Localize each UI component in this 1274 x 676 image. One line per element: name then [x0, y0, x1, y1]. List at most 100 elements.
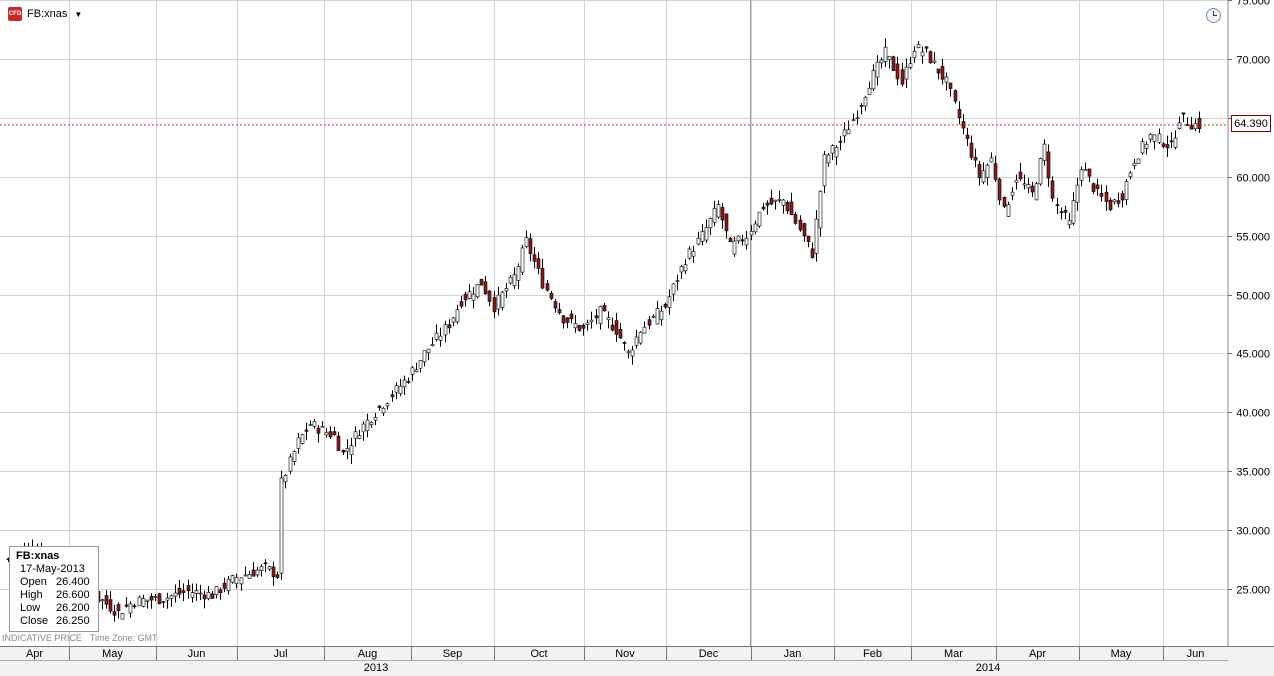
- candle-body: [1181, 112, 1186, 115]
- candle-body: [492, 297, 497, 313]
- candle-body: [757, 211, 762, 227]
- candle-body: [634, 336, 639, 346]
- candle-body: [1046, 151, 1051, 179]
- x-axis: Apr May Jun Jul Aug Sep Oct Nov Dec Jan Feb Mar Apr M…: [26, 646, 1204, 674]
- candle-body: [1055, 204, 1060, 206]
- candle-body: [398, 385, 403, 395]
- candle-body: [802, 223, 807, 237]
- candle-body: [704, 227, 709, 241]
- candle-body: [581, 324, 586, 329]
- candle-body: [214, 586, 219, 595]
- candle-body: [149, 596, 154, 601]
- candle-body: [626, 351, 631, 353]
- candle-body: [1104, 191, 1109, 202]
- candle-body: [891, 56, 896, 72]
- candle-body: [471, 293, 476, 301]
- candle-body: [900, 69, 905, 85]
- candle-body: [447, 324, 452, 329]
- candle-body: [169, 595, 174, 599]
- candle-body: [736, 235, 741, 242]
- candle-body: [1148, 133, 1153, 140]
- candle-body: [1124, 181, 1129, 200]
- candle-body: [985, 164, 990, 179]
- candle-body: [455, 309, 460, 323]
- candle-body: [1099, 193, 1104, 197]
- candle-body: [206, 592, 211, 599]
- candle-body: [267, 566, 272, 570]
- candle-body: [679, 266, 684, 273]
- candle-body: [198, 592, 203, 595]
- candle-body: [349, 445, 354, 455]
- candle-body: [181, 590, 186, 593]
- candle-body: [1022, 183, 1027, 186]
- clock-icon[interactable]: [1206, 8, 1221, 23]
- candle-body: [275, 574, 280, 578]
- candle-body: [875, 61, 880, 78]
- candle-body: [663, 303, 668, 308]
- y-tick-label: 60.000: [1236, 173, 1270, 185]
- candle-body: [895, 63, 900, 80]
- candle-body: [936, 68, 941, 74]
- candle-body: [120, 613, 125, 620]
- candle-body: [390, 394, 395, 398]
- chart-header: CFD FB:xnas ▼: [8, 6, 82, 22]
- candle-body: [785, 202, 790, 212]
- candle-body: [402, 379, 407, 388]
- candle-body: [924, 46, 929, 49]
- candle-body: [239, 577, 244, 585]
- candle-body: [814, 218, 819, 254]
- candle-body: [1010, 191, 1015, 196]
- candle-body: [467, 291, 472, 299]
- candle-body: [263, 562, 268, 565]
- x-month-label: May: [1111, 648, 1132, 660]
- candle-body: [667, 296, 672, 308]
- candle-body: [724, 213, 729, 232]
- candle-body: [251, 569, 256, 577]
- tooltip-value: 26.200: [56, 602, 90, 614]
- candle-body: [365, 419, 370, 431]
- symbol-label[interactable]: FB:xnas: [27, 8, 68, 20]
- y-tick-label: 35.000: [1236, 467, 1270, 479]
- candle-body: [916, 44, 921, 48]
- candle-body: [838, 140, 843, 143]
- candle-body: [638, 331, 643, 344]
- candle-body: [732, 240, 737, 255]
- candle-body: [345, 448, 350, 452]
- candle-body: [353, 431, 358, 439]
- candle-body: [1136, 158, 1141, 164]
- candle-body: [997, 178, 1002, 201]
- candle-body: [904, 66, 909, 80]
- candle-body: [186, 585, 191, 592]
- chevron-down-icon[interactable]: ▼: [74, 9, 83, 19]
- x-month-label: Nov: [615, 648, 635, 660]
- candle-body: [459, 301, 464, 307]
- candle-body: [483, 281, 488, 295]
- candle-body: [712, 208, 717, 223]
- candle-body: [479, 278, 484, 286]
- candle-body: [549, 293, 554, 299]
- candle-body: [883, 46, 888, 62]
- candle-body: [594, 315, 599, 319]
- candle-body: [426, 348, 431, 354]
- candle-body: [536, 258, 541, 269]
- candle-body: [141, 598, 146, 607]
- candle-body: [1079, 169, 1084, 181]
- candle-body: [671, 283, 676, 295]
- candle-body: [1059, 211, 1064, 214]
- candle-body: [328, 431, 333, 438]
- chart-footer: INDICATIVE PRICE Time Zone: GMT: [2, 633, 158, 643]
- candle-body: [161, 601, 166, 603]
- tooltip-value: 26.400: [56, 576, 90, 588]
- tooltip-row-high: High 26.600: [10, 589, 98, 602]
- candle-body: [781, 199, 786, 206]
- x-month-label: May: [102, 648, 123, 660]
- tooltip-date: 17-May-2013: [20, 563, 85, 575]
- candle-body: [1083, 169, 1088, 171]
- candle-body: [165, 597, 170, 601]
- candle-body: [475, 284, 480, 298]
- candle-body: [1030, 185, 1035, 193]
- candle-body: [394, 385, 399, 393]
- candle-body: [1161, 143, 1166, 147]
- price-type-label: INDICATIVE PRICE: [2, 633, 82, 643]
- candle-body: [381, 408, 386, 414]
